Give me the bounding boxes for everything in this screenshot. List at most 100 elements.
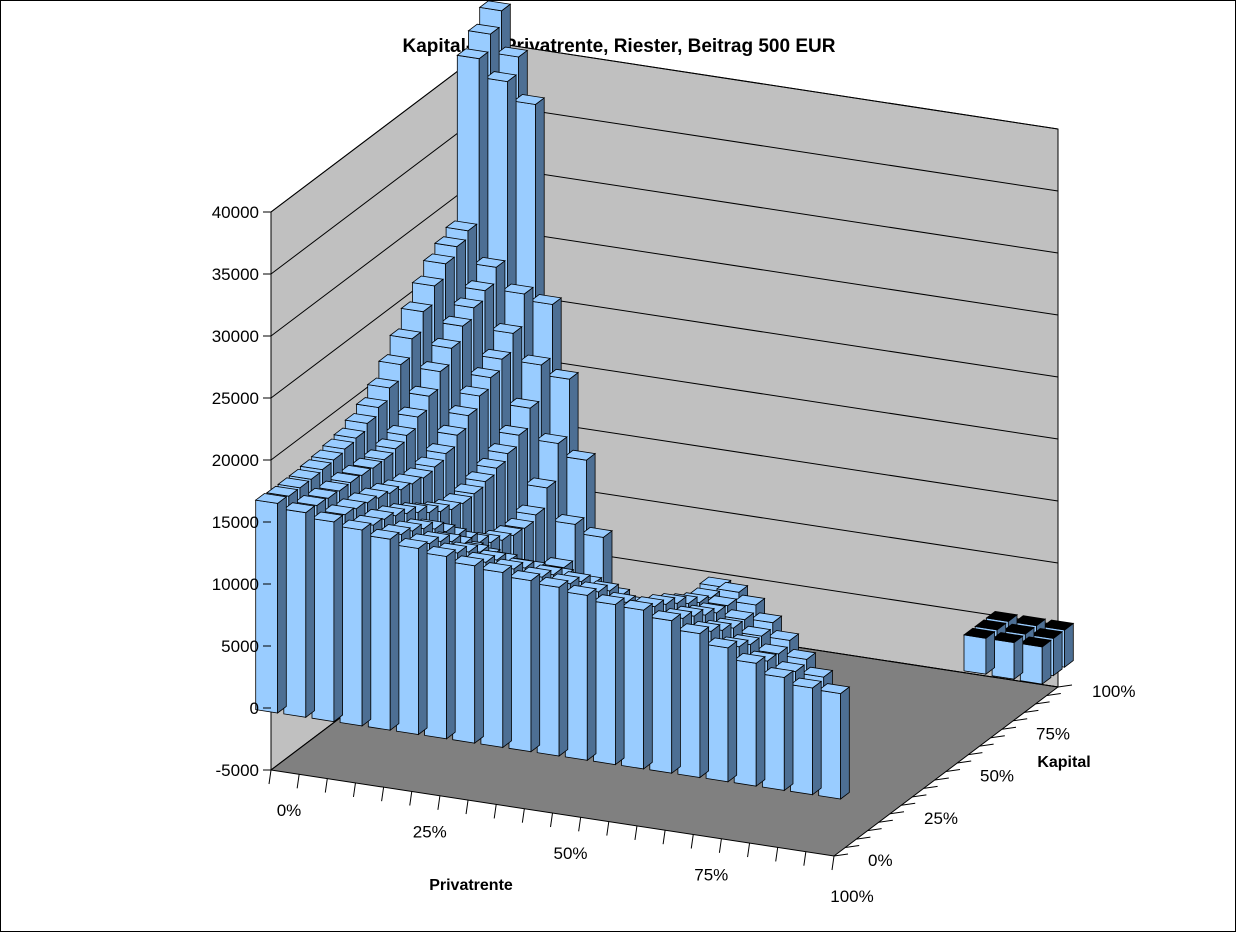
bar-top [484,71,518,83]
y-tick-label: 0% [868,851,893,870]
bar-top [310,449,344,461]
bar-side [558,579,569,757]
bar-top [451,483,484,495]
bar-top [439,315,473,327]
bar-top [445,405,478,417]
y-tick-label: 100% [1092,682,1135,701]
bar-top [705,637,738,649]
x-tick-label: 75% [694,866,728,885]
bar-top [501,517,535,529]
bar-front [395,544,419,735]
bar-top [704,595,738,607]
bar-side [1064,622,1074,669]
y-tick-mark [945,769,961,772]
z-tick-label: 5000 [221,637,259,656]
bar-top [518,354,551,366]
bar [1019,636,1052,685]
bar-side [1053,630,1063,677]
bar [339,519,372,727]
y-tick-mark [889,811,905,815]
x-tick-mark [718,838,722,853]
bar-top [733,652,766,664]
bar-front [790,684,813,796]
bar-top [395,538,429,549]
bar-front [963,634,987,675]
bar-top [473,457,507,469]
x-tick-mark [268,769,272,785]
bar [282,502,316,719]
bar-layer [254,1,1075,800]
bar [367,528,400,732]
x-tick-label: 50% [553,844,587,863]
bar-top [406,385,439,397]
bar-top [620,599,654,611]
bar-top [512,94,546,105]
bar [423,546,457,740]
z-tick-label: 40000 [212,203,259,222]
axes-layer: -5000 0 5000 10000 15000 20000 25000 30000 35000… [212,203,1136,906]
x-tick-mark [578,817,582,832]
bar-top [305,487,338,499]
bar-front [367,535,391,731]
bar-top [456,48,489,60]
bar-side [474,558,484,744]
bar-top [546,368,580,380]
bar [620,599,654,770]
bar-top [541,557,574,569]
y-tick-mark [923,785,938,789]
bar-top [648,610,682,622]
bar-front [593,600,616,766]
y-tick-mark [934,777,949,781]
bar-front [564,591,588,761]
bar-front [508,576,532,753]
x-tick-mark [662,830,666,845]
bar-top [361,449,394,461]
bar-top [322,504,355,516]
bar-top [479,348,512,360]
z-tick-label: 25000 [212,389,259,408]
bar-top [456,385,490,397]
bar-front [452,561,476,744]
y-tick-mark [979,743,994,747]
bar-top [1019,636,1052,648]
bar-top [411,275,445,287]
bar-front [649,616,673,774]
y-tick-mark [1001,726,1017,730]
bar [479,562,513,749]
bar [705,637,738,783]
bar-top [473,256,506,268]
y-tick-mark [878,819,893,823]
bar-top [299,459,333,471]
bar-front [621,606,644,770]
bar-front [311,518,335,723]
bar-front [424,552,447,740]
bar-top [552,514,585,525]
bar-side [643,602,653,770]
bar-side [530,573,541,753]
bar-top [417,361,450,373]
bar-top [372,438,406,450]
x-tick-mark [296,774,300,789]
bar-front [705,644,729,783]
x-tick-mark [690,834,694,849]
x-tick-mark [521,808,525,823]
bar-top [749,612,783,624]
bar [648,610,682,775]
bar-top [524,477,557,489]
bar-top [738,625,772,637]
bar-side [985,630,995,676]
bar-top [467,23,501,35]
x-tick-mark [493,804,497,819]
bar-top [327,472,361,484]
bar-top [282,502,316,514]
z-tick-label: 15000 [212,513,259,532]
bar-top [383,424,417,436]
bar-top [423,546,457,557]
bar-top [434,424,467,436]
bar [676,623,710,779]
bar-top [783,648,817,660]
x-tick-mark [324,778,328,793]
bar-top [732,594,766,606]
bar-top [366,377,400,389]
y-tick-mark [912,794,927,798]
